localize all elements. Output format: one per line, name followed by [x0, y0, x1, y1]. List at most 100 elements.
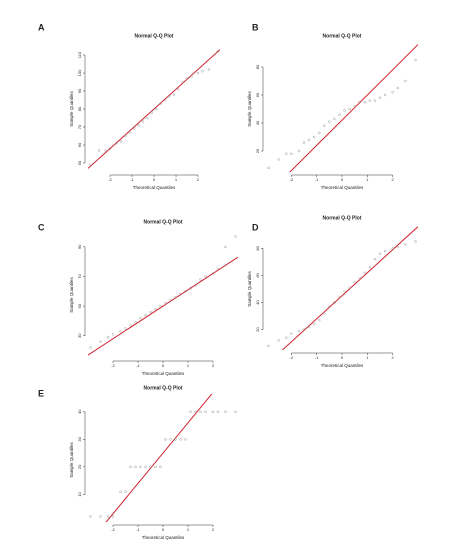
point: [207, 68, 211, 71]
x-tick-label: -2: [290, 177, 294, 182]
x-tick-label: 1: [187, 363, 190, 368]
point: [134, 321, 137, 324]
point: [396, 245, 399, 249]
point: [108, 147, 112, 150]
x-tick-label: 1: [187, 527, 190, 532]
point: [88, 163, 92, 167]
point: [312, 323, 316, 326]
y-tick-label: 60: [255, 272, 260, 277]
point: [302, 328, 306, 331]
point: [373, 257, 377, 261]
point: [111, 515, 115, 518]
y-tick-label: 20: [77, 464, 82, 469]
qq-panel: D Normal Q-Q Plot Theoretical Quantiles Sam…: [247, 215, 418, 368]
point: [179, 293, 182, 296]
point: [104, 149, 107, 152]
point: [333, 117, 336, 121]
x-axis-label: Theoretical Quantiles: [142, 535, 185, 540]
chart-title: Normal Q-Q Plot: [144, 219, 183, 225]
point: [194, 410, 197, 413]
point: [211, 410, 215, 413]
point: [169, 438, 172, 441]
point: [404, 243, 407, 246]
point: [154, 107, 158, 111]
point: [149, 465, 152, 469]
y-axis-label: Sample Quantiles: [69, 441, 74, 477]
chart-title: Normal Q-Q Plot: [135, 33, 174, 39]
point: [168, 95, 171, 98]
point: [184, 290, 187, 293]
point: [99, 515, 102, 518]
qq-line: [289, 44, 418, 172]
point: [328, 305, 331, 308]
point: [106, 336, 110, 339]
point: [323, 312, 326, 315]
point: [267, 166, 270, 170]
point: [297, 329, 301, 333]
qq-panel: C Normal Q-Q Plot Theoretical Quantiles Sam…: [38, 219, 238, 376]
point: [128, 131, 132, 134]
point: [139, 316, 142, 320]
point: [358, 276, 361, 280]
point: [338, 113, 341, 116]
qq-panel: B Normal Q-Q Plot Theoretical Quantiles Sam…: [247, 22, 418, 190]
point: [124, 327, 127, 330]
point: [224, 245, 227, 249]
point: [338, 295, 341, 299]
y-tick-label: 10: [77, 491, 82, 496]
x-tick-label: 2: [212, 363, 215, 368]
point: [189, 410, 192, 413]
point: [115, 141, 118, 145]
point: [159, 102, 162, 105]
point: [216, 267, 220, 271]
point: [174, 438, 177, 441]
y-tick-label: 70: [77, 273, 82, 278]
point: [134, 465, 137, 469]
y-axis-label: Sample Quantiles: [247, 90, 252, 126]
point: [196, 71, 200, 75]
chart-title: Normal Q-Q Plot: [144, 385, 183, 391]
point: [404, 79, 407, 83]
y-axis-label: Sample Quantiles: [69, 276, 74, 312]
point: [154, 307, 157, 311]
qq-line: [105, 394, 213, 522]
point: [348, 286, 351, 289]
point: [302, 141, 306, 144]
x-tick-label: 1: [175, 177, 178, 182]
y-tick-label: 80: [255, 64, 260, 69]
point: [224, 410, 227, 413]
point: [391, 247, 394, 250]
x-tick-label: 1: [366, 355, 369, 360]
point: [119, 140, 123, 143]
x-tick-label: -1: [315, 355, 319, 360]
point: [119, 490, 122, 493]
x-tick-label: 2: [212, 527, 215, 532]
point: [185, 77, 189, 80]
point: [150, 111, 154, 114]
point: [277, 339, 280, 342]
point: [99, 340, 102, 343]
x-tick-label: -1: [136, 363, 140, 368]
point: [348, 107, 351, 111]
x-tick-label: -2: [290, 355, 294, 360]
x-axis-label: Theoretical Quantiles: [321, 185, 364, 190]
chart-title: Normal Q-Q Plot: [323, 33, 362, 39]
point: [234, 235, 237, 238]
x-tick-label: -2: [111, 363, 115, 368]
point: [285, 336, 288, 339]
point: [164, 301, 167, 305]
point: [111, 333, 115, 336]
point: [307, 138, 311, 142]
point: [290, 332, 293, 335]
point: [172, 93, 176, 96]
point: [297, 149, 301, 153]
point: [363, 100, 366, 104]
x-tick-label: 2: [392, 177, 395, 182]
point: [159, 304, 162, 308]
qq-line: [88, 49, 220, 169]
point: [343, 109, 346, 112]
point: [159, 465, 162, 469]
point: [234, 410, 237, 413]
qq-panel: A Normal Q-Q Plot Theoretical Quantiles Sam…: [38, 22, 220, 190]
point: [318, 318, 321, 322]
